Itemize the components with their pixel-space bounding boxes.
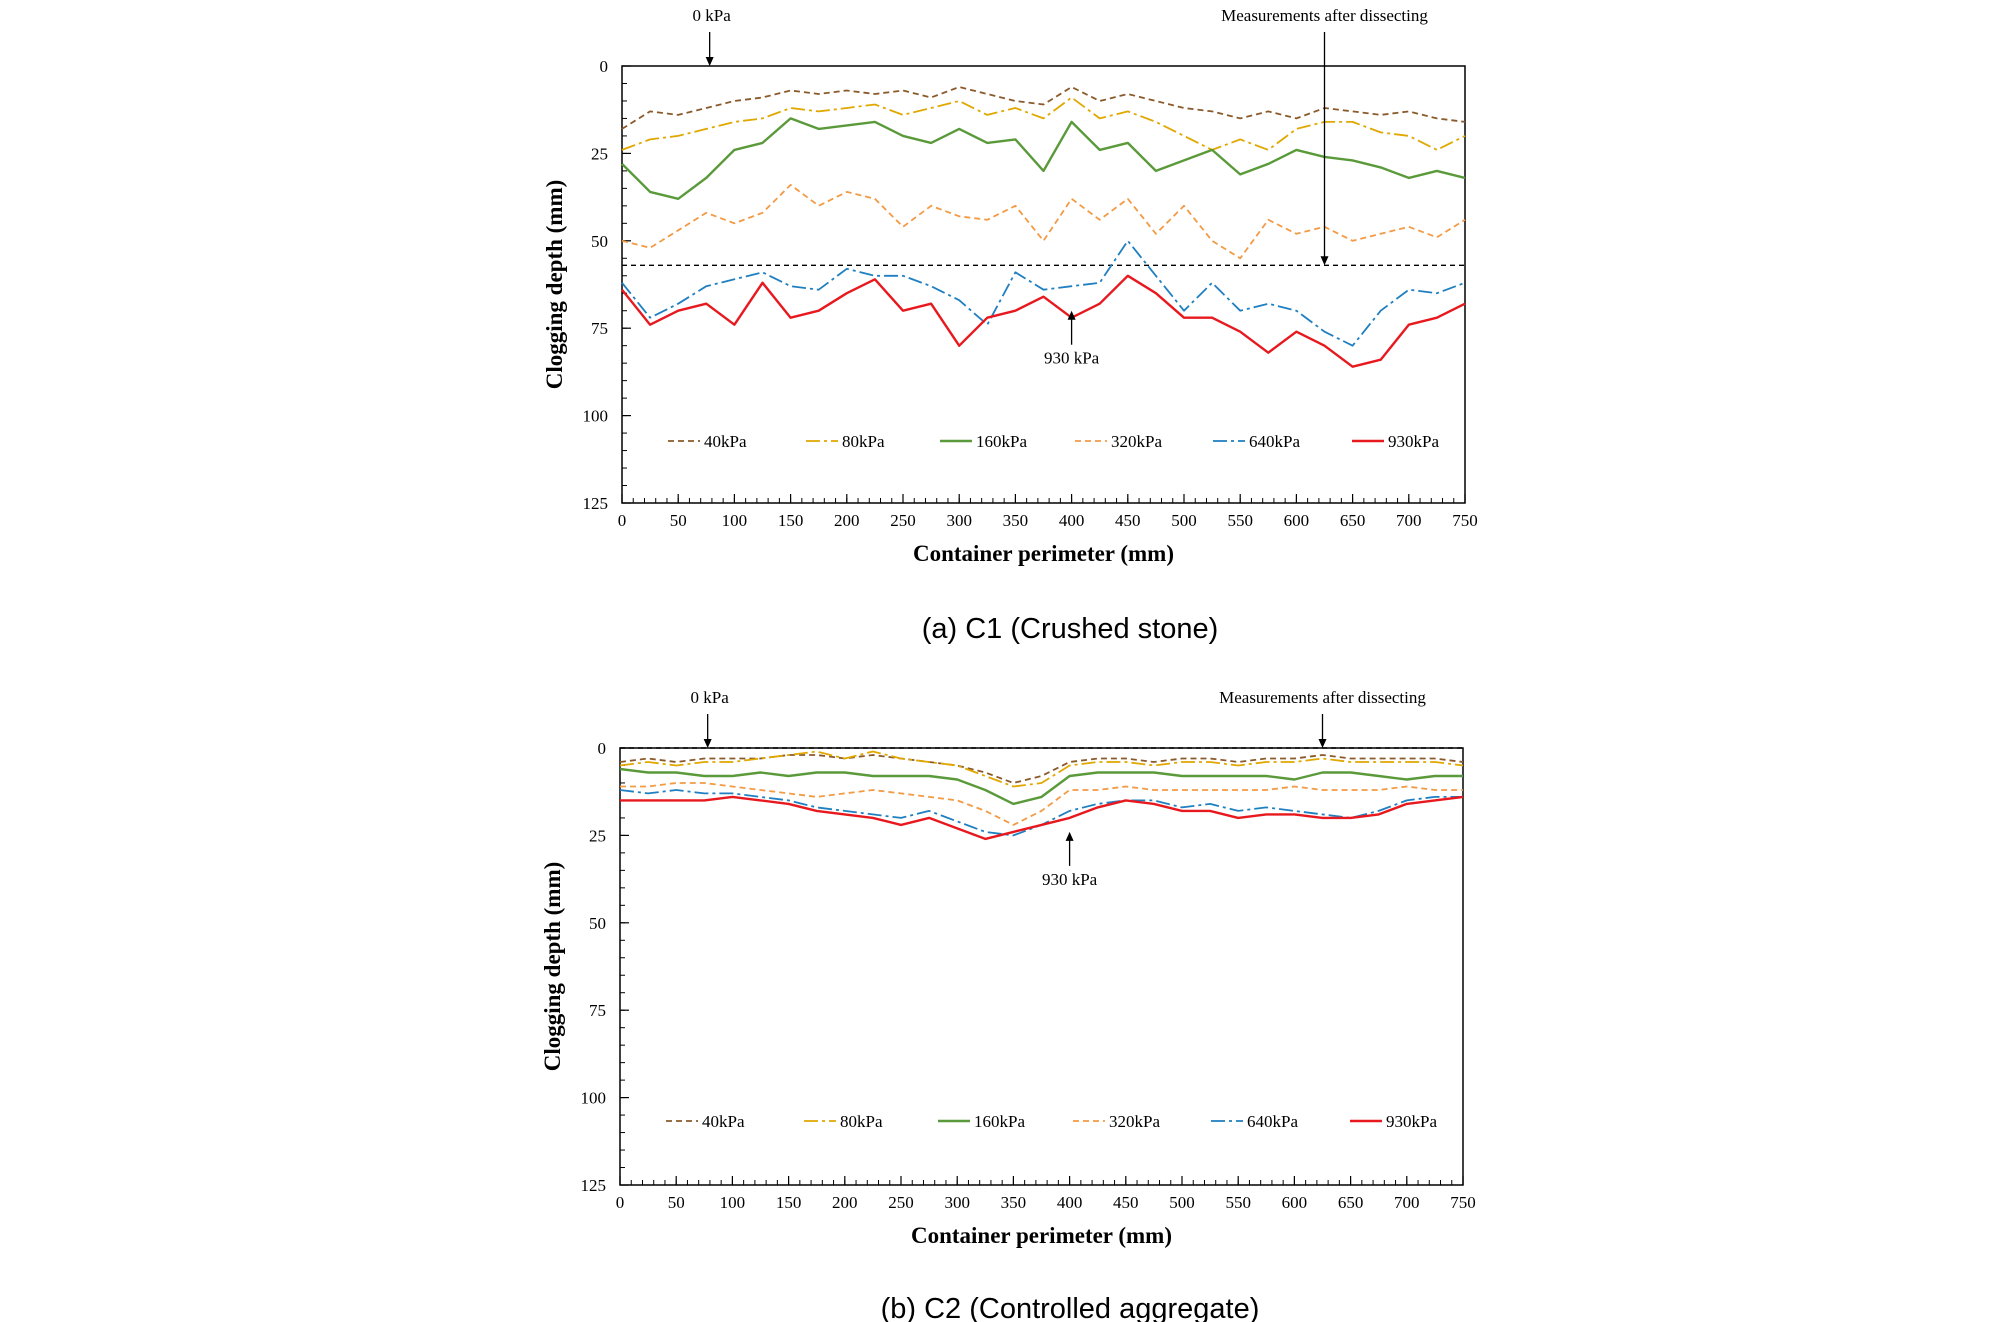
- x-tick-label: 200: [834, 511, 860, 530]
- x-tick-label: 100: [722, 511, 748, 530]
- x-tick-label: 650: [1340, 511, 1366, 530]
- series-line-160kPa: [621, 117, 1466, 201]
- x-tick-label: 700: [1396, 511, 1422, 530]
- x-tick-label: 450: [1113, 1193, 1139, 1212]
- x-tick-label: 300: [946, 511, 972, 530]
- x-tick-label: 250: [890, 511, 916, 530]
- y-tick-label: 0: [598, 739, 607, 758]
- y-tick-label: 50: [591, 232, 608, 251]
- annotation-0kpa: 0 kPa: [693, 6, 732, 25]
- y-tick-label: 125: [583, 494, 609, 513]
- y-tick-label: 25: [591, 144, 608, 163]
- x-tick-label: 300: [944, 1193, 970, 1212]
- y-tick-label: 75: [591, 319, 608, 338]
- series-line-930kPa: [620, 795, 1464, 841]
- y-tick-label: 125: [581, 1176, 607, 1195]
- legend-label-160kPa: 160kPa: [974, 1112, 1025, 1131]
- legend-label-930kPa: 930kPa: [1386, 1112, 1437, 1131]
- x-tick-label: 550: [1225, 1193, 1251, 1212]
- series-line-40kPa: [619, 754, 1464, 784]
- legend-label-40kPa: 40kPa: [702, 1112, 745, 1131]
- x-tick-label: 350: [1001, 1193, 1027, 1212]
- x-tick-label: 650: [1338, 1193, 1364, 1212]
- y-tick-label: 100: [581, 1089, 607, 1108]
- y-tick-label: 75: [589, 1001, 606, 1020]
- y-tick-label: 0: [600, 57, 609, 76]
- x-tick-label: 200: [832, 1193, 858, 1212]
- x-tick-label: 100: [720, 1193, 746, 1212]
- y-tick-label: 25: [589, 826, 606, 845]
- series-line-320kPa: [621, 183, 1466, 260]
- y-tick-label: 50: [589, 914, 606, 933]
- series-line-930kPa: [621, 274, 1466, 368]
- legend-label-80kPa: 80kPa: [840, 1112, 883, 1131]
- series-line-80kPa: [619, 750, 1464, 788]
- x-tick-label: 0: [618, 511, 627, 530]
- series-line-640kPa: [621, 239, 1466, 347]
- x-tick-label: 0: [616, 1193, 625, 1212]
- series-line-320kPa: [620, 782, 1463, 826]
- x-tick-label: 350: [1003, 511, 1029, 530]
- chart-caption: (b) C2 (Controlled aggregate): [881, 1293, 1260, 1322]
- x-tick-label: 550: [1227, 511, 1253, 530]
- y-axis-label: Clogging depth (mm): [540, 862, 565, 1072]
- x-tick-label: 600: [1284, 511, 1310, 530]
- x-axis-label: Container perimeter (mm): [911, 1223, 1172, 1248]
- plot-frame: [619, 747, 1464, 1186]
- x-tick-label: 400: [1057, 1193, 1083, 1212]
- x-tick-label: 150: [778, 511, 804, 530]
- x-tick-label: 750: [1450, 1193, 1476, 1212]
- legend-label-160kPa: 160kPa: [976, 432, 1027, 451]
- x-tick-label: 400: [1059, 511, 1085, 530]
- x-tick-label: 450: [1115, 511, 1141, 530]
- chart-panel-1: 0 50 100 150 200 250 300 350 400 450 500 550 600 650 7…: [540, 688, 1476, 1322]
- annotation-0kpa-arrowhead: [703, 739, 712, 748]
- x-tick-label: 50: [670, 511, 687, 530]
- legend-label-640kPa: 640kPa: [1247, 1112, 1298, 1131]
- series-line-40kPa: [621, 86, 1466, 130]
- annotation-0kpa: 0 kPa: [691, 688, 730, 707]
- annotation-930kpa: 930 kPa: [1044, 349, 1100, 368]
- x-tick-label: 500: [1171, 511, 1197, 530]
- chart-panel-0: 0 50 100 150 200 250 300 350 400 450 500 550 600 650 7…: [542, 6, 1478, 645]
- annotation-930kpa-arrowhead: [1065, 831, 1074, 841]
- x-tick-label: 700: [1394, 1193, 1420, 1212]
- x-tick-label: 500: [1169, 1193, 1195, 1212]
- legend-label-40kPa: 40kPa: [704, 432, 747, 451]
- x-tick-label: 150: [776, 1193, 802, 1212]
- plot-frame: [621, 65, 1466, 504]
- y-axis-label: Clogging depth (mm): [542, 180, 567, 390]
- annotation-930kpa-arrowhead: [1067, 310, 1076, 320]
- legend-label-320kPa: 320kPa: [1111, 432, 1162, 451]
- x-axis-label: Container perimeter (mm): [913, 541, 1174, 566]
- annotation-930kpa: 930 kPa: [1042, 870, 1098, 889]
- x-tick-label: 600: [1282, 1193, 1308, 1212]
- legend-label-320kPa: 320kPa: [1109, 1112, 1160, 1131]
- legend-label-930kPa: 930kPa: [1388, 432, 1439, 451]
- annotation-dissecting-arrowhead: [1320, 256, 1329, 266]
- legend-label-640kPa: 640kPa: [1249, 432, 1300, 451]
- y-tick-label: 100: [583, 407, 609, 426]
- series-line-160kPa: [619, 767, 1463, 806]
- chart-caption: (a) C1 (Crushed stone): [922, 613, 1219, 645]
- x-tick-label: 250: [888, 1193, 914, 1212]
- annotation-dissecting: Measurements after dissecting: [1219, 688, 1426, 707]
- x-tick-label: 50: [668, 1193, 685, 1212]
- annotation-0kpa-arrowhead: [705, 57, 714, 66]
- x-tick-label: 750: [1452, 511, 1478, 530]
- annotation-dissecting-arrowhead: [1318, 739, 1327, 748]
- legend-label-80kPa: 80kPa: [842, 432, 885, 451]
- annotation-dissecting: Measurements after dissecting: [1221, 6, 1428, 25]
